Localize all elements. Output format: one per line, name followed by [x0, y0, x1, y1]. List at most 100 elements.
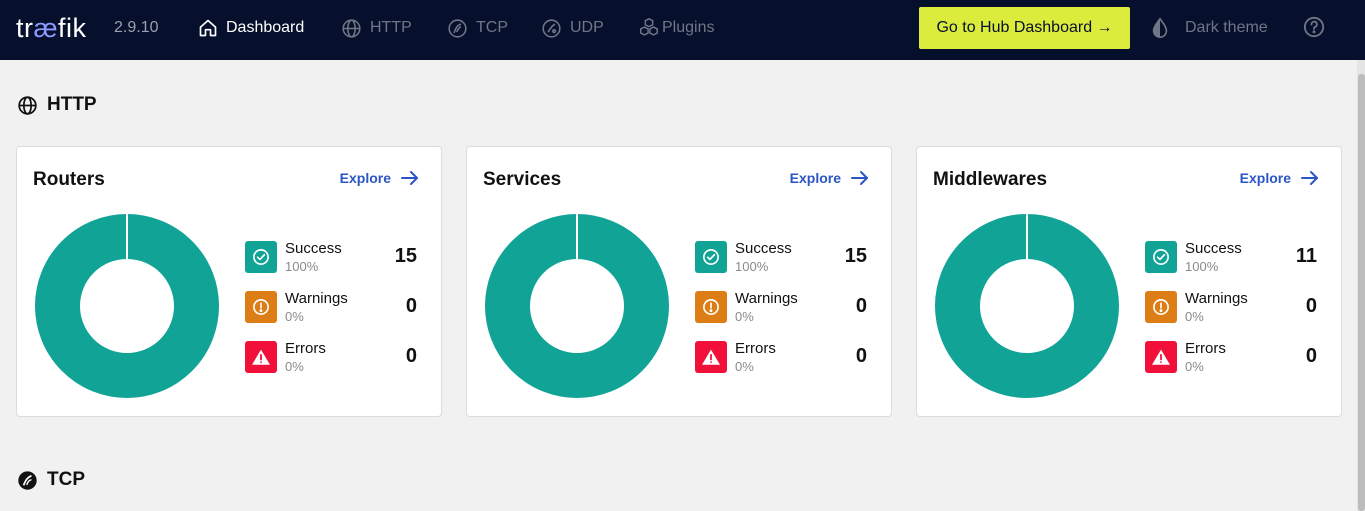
stat-percent: 100% [1185, 259, 1219, 274]
dark-theme-toggle[interactable]: Dark theme [1149, 14, 1268, 42]
stat-percent: 0% [1185, 359, 1204, 374]
success-badge [695, 241, 727, 273]
top-navigation-bar: træfik 2.9.10 Dashboard HTTP TCP UDP Plu… [0, 0, 1365, 60]
tcp-section-title: TCP [17, 469, 85, 491]
stat-percent: 100% [285, 259, 319, 274]
routers-card: Routers Explore Success 100% 15 Warnings… [16, 146, 442, 417]
middlewares-donut-chart [935, 214, 1119, 398]
routers-donut-chart [35, 214, 219, 398]
stat-count: 11 [1295, 245, 1317, 267]
card-title: Services [483, 169, 562, 190]
success-badge [245, 241, 277, 273]
exclamation-circle-icon [1153, 299, 1169, 315]
stat-success: Success 100% 15 [245, 240, 417, 275]
stat-label: Warnings [1185, 290, 1248, 307]
stat-warnings: Warnings 0% 0 [695, 290, 867, 325]
services-donut-chart [485, 214, 669, 398]
stat-count: 0 [1305, 345, 1317, 367]
warning-triangle-icon [252, 349, 270, 365]
arrow-right-icon [851, 171, 868, 185]
stat-label: Errors [735, 340, 776, 357]
stat-count: 0 [405, 345, 417, 367]
http-section-title: HTTP [17, 94, 97, 116]
stat-errors: Errors 0% 0 [1145, 340, 1317, 375]
card-title: Middlewares [933, 169, 1048, 190]
stat-label: Success [285, 240, 342, 257]
nav-tcp-label: TCP [476, 19, 508, 36]
stat-count: 0 [855, 345, 867, 367]
nav-dashboard-label: Dashboard [226, 19, 305, 36]
stat-count: 0 [405, 295, 417, 317]
arrow-right-icon [401, 171, 418, 185]
home-icon [199, 19, 217, 37]
globe-icon [18, 95, 37, 115]
stat-success: Success 100% 15 [695, 240, 867, 275]
stat-count: 0 [1305, 295, 1317, 317]
stat-count: 0 [855, 295, 867, 317]
nav-udp[interactable]: UDP [541, 14, 604, 42]
stat-percent: 100% [735, 259, 769, 274]
nav-http-label: HTTP [370, 19, 412, 36]
go-to-hub-dashboard-button[interactable]: Go to Hub Dashboard → [919, 7, 1130, 49]
card-title: Routers [33, 169, 105, 190]
nav-plugins-label: Plugins [662, 19, 715, 36]
stat-percent: 0% [285, 359, 304, 374]
check-circle-icon [1153, 249, 1169, 265]
contrast-drop-icon [1152, 17, 1168, 38]
check-circle-icon [253, 249, 269, 265]
globe-icon [342, 18, 361, 38]
nav-plugins[interactable]: Plugins [638, 14, 714, 42]
exclamation-circle-icon [703, 299, 719, 315]
warning-badge [245, 291, 277, 323]
stat-count: 15 [394, 245, 417, 267]
stat-label: Errors [285, 340, 326, 357]
stat-label: Success [735, 240, 792, 257]
tcp-icon [448, 18, 467, 38]
explore-routers-link[interactable]: Explore [340, 170, 419, 186]
stat-percent: 0% [285, 309, 304, 324]
explore-label: Explore [789, 170, 841, 186]
stat-errors: Errors 0% 0 [695, 340, 867, 375]
arrow-right-icon [1301, 171, 1318, 185]
warning-badge [1145, 291, 1177, 323]
stat-label: Errors [1185, 340, 1226, 357]
help-icon[interactable] [1303, 16, 1325, 38]
warning-badge [695, 291, 727, 323]
stat-percent: 0% [1185, 309, 1204, 324]
explore-services-link[interactable]: Explore [790, 170, 869, 186]
exclamation-circle-icon [253, 299, 269, 315]
stat-percent: 0% [735, 309, 754, 324]
nav-udp-label: UDP [570, 19, 604, 36]
explore-label: Explore [1239, 170, 1291, 186]
warning-triangle-icon [702, 349, 720, 365]
tcp-icon [18, 470, 37, 490]
error-badge [695, 341, 727, 373]
stat-label: Warnings [285, 290, 348, 307]
traefik-logo[interactable]: træfik [16, 13, 87, 43]
udp-icon [542, 18, 561, 38]
version-label: 2.9.10 [114, 19, 159, 36]
check-circle-icon [703, 249, 719, 265]
plugins-icon [640, 18, 658, 36]
stat-errors: Errors 0% 0 [245, 340, 417, 375]
warning-triangle-icon [1152, 349, 1170, 365]
middlewares-card: Middlewares Explore Success 100% 11 Warn… [916, 146, 1342, 417]
scrollbar-thumb[interactable] [1358, 74, 1365, 511]
tcp-section-label: TCP [47, 469, 85, 490]
nav-dashboard[interactable]: Dashboard [198, 14, 304, 42]
stat-percent: 0% [735, 359, 754, 374]
stat-label: Success [1185, 240, 1242, 257]
explore-middlewares-link[interactable]: Explore [1240, 170, 1319, 186]
error-badge [1145, 341, 1177, 373]
stat-label: Warnings [735, 290, 798, 307]
dark-theme-label: Dark theme [1185, 19, 1268, 36]
nav-http[interactable]: HTTP [341, 14, 412, 42]
nav-tcp[interactable]: TCP [447, 14, 508, 42]
success-badge [1145, 241, 1177, 273]
stat-count: 15 [844, 245, 867, 267]
stat-warnings: Warnings 0% 0 [1145, 290, 1317, 325]
http-section-label: HTTP [47, 94, 97, 115]
error-badge [245, 341, 277, 373]
stat-warnings: Warnings 0% 0 [245, 290, 417, 325]
stat-success: Success 100% 11 [1145, 240, 1317, 275]
